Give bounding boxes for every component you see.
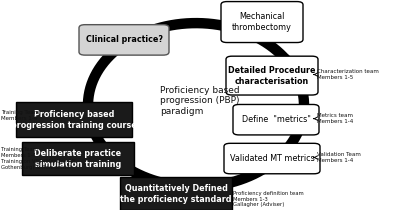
Text: Define  "metrics": Define "metrics" xyxy=(242,115,310,124)
Text: Proficiency based
progression training course: Proficiency based progression training c… xyxy=(11,110,137,130)
Text: Training Team
Members 1-4
Training on VST (Mentice AB,
Gothenburg) & flow model: Training Team Members 1-4 Training on VS… xyxy=(1,147,77,170)
FancyBboxPatch shape xyxy=(79,25,169,55)
Text: Detailed Procedure
characterisation: Detailed Procedure characterisation xyxy=(228,66,316,86)
FancyBboxPatch shape xyxy=(224,143,320,174)
Text: Clinical practice?: Clinical practice? xyxy=(86,35,162,44)
Text: Mechanical
thrombectomy: Mechanical thrombectomy xyxy=(232,12,292,32)
Text: Training Team
Members 1-4: Training Team Members 1-4 xyxy=(1,110,39,121)
FancyBboxPatch shape xyxy=(226,56,318,95)
FancyBboxPatch shape xyxy=(16,102,132,137)
Text: Proficiency based
progression (PBP)
paradigm: Proficiency based progression (PBP) para… xyxy=(160,86,240,116)
Text: Characterization team
Members 1-5: Characterization team Members 1-5 xyxy=(317,69,379,80)
Text: Deliberate practice
simulation training: Deliberate practice simulation training xyxy=(34,148,122,169)
Text: Proficiency definition team
Members 1-3
Gallagher (Adviser): Proficiency definition team Members 1-3 … xyxy=(233,191,304,207)
Text: Validated MT metrics: Validated MT metrics xyxy=(230,154,314,163)
FancyBboxPatch shape xyxy=(120,177,232,210)
Text: Validation Team
Members 1-4: Validation Team Members 1-4 xyxy=(317,152,361,163)
FancyBboxPatch shape xyxy=(221,1,303,42)
FancyBboxPatch shape xyxy=(233,104,319,135)
Text: Metrics team
Members 1-4: Metrics team Members 1-4 xyxy=(317,113,353,124)
FancyBboxPatch shape xyxy=(22,142,134,175)
Text: Quantitatively Defined
the proficiency standard: Quantitatively Defined the proficiency s… xyxy=(120,184,232,204)
